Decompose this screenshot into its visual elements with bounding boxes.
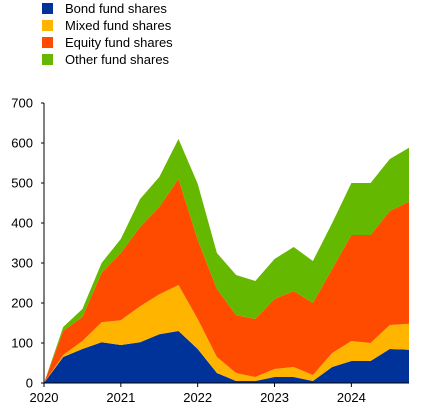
- x-tick-label: 2022: [183, 390, 212, 405]
- legend-item-other: Other fund shares: [42, 51, 173, 68]
- area-series-1: [44, 331, 409, 383]
- legend-label-bond: Bond fund shares: [65, 1, 167, 16]
- legend-item-bond: Bond fund shares: [42, 0, 173, 17]
- y-tick-label: 0: [26, 376, 33, 391]
- legend-label-mixed: Mixed fund shares: [65, 18, 172, 33]
- legend-label-equity: Equity fund shares: [65, 35, 173, 50]
- area-series-4: [44, 139, 409, 383]
- x-tick-label: 2020: [30, 390, 59, 405]
- legend-swatch-equity: [42, 37, 53, 48]
- legend-swatch-other: [42, 54, 53, 65]
- legend-item-equity: Equity fund shares: [42, 34, 173, 51]
- y-tick-label: 500: [11, 176, 33, 191]
- area-series-2: [44, 285, 409, 383]
- legend: Bond fund shares Mixed fund shares Equit…: [42, 0, 173, 68]
- y-tick-label: 400: [11, 216, 33, 231]
- y-tick-label: 100: [11, 336, 33, 351]
- x-tick-label: 2021: [106, 390, 135, 405]
- y-tick-label: 300: [11, 256, 33, 271]
- legend-swatch-bond: [42, 3, 53, 14]
- y-tick-label: 600: [11, 136, 33, 151]
- legend-item-mixed: Mixed fund shares: [42, 17, 173, 34]
- x-tick-label: 2023: [260, 390, 289, 405]
- y-tick-label: 200: [11, 296, 33, 311]
- x-tick-label: 2024: [337, 390, 366, 405]
- legend-label-other: Other fund shares: [65, 52, 170, 67]
- area-series-3: [44, 179, 409, 383]
- y-tick-label: 700: [11, 96, 33, 111]
- legend-swatch-mixed: [42, 20, 53, 31]
